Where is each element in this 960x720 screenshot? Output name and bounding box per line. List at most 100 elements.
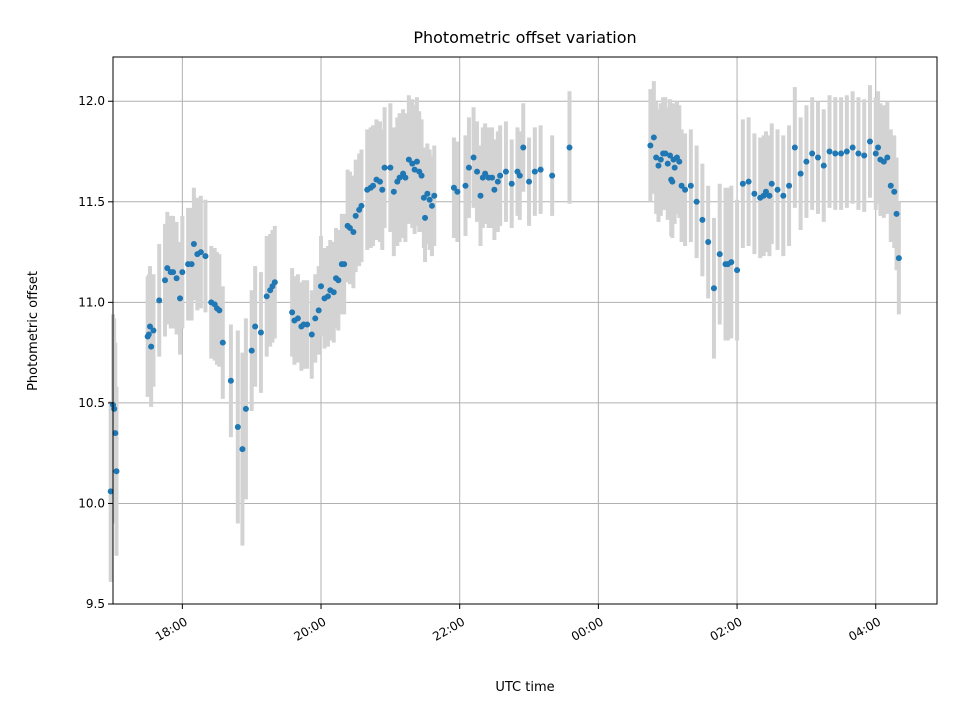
data-point <box>252 323 259 330</box>
data-point <box>716 251 723 258</box>
x-axis-label: UTC time <box>495 680 554 695</box>
data-point <box>884 154 891 161</box>
x-tick-label: 18:00 <box>153 614 190 643</box>
data-point <box>312 315 319 322</box>
data-point <box>248 347 255 354</box>
data-point <box>409 160 416 167</box>
data-point <box>687 182 694 189</box>
data-point <box>156 297 163 304</box>
data-point <box>370 182 377 189</box>
data-point <box>751 190 758 197</box>
data-point <box>188 261 195 268</box>
data-point <box>489 174 496 181</box>
data-point <box>791 144 798 151</box>
data-point <box>350 228 357 235</box>
data-point <box>843 148 850 155</box>
data-point <box>263 293 270 300</box>
data-point <box>676 158 683 165</box>
data-point <box>170 269 177 276</box>
data-point <box>341 261 348 268</box>
data-point <box>657 156 664 163</box>
data-point <box>786 182 793 189</box>
x-tick-label: 00:00 <box>569 614 606 643</box>
data-point <box>549 172 556 179</box>
error-bars <box>108 81 901 582</box>
data-point <box>566 144 573 151</box>
data-point <box>387 164 394 171</box>
y-tick-label: 10.0 <box>78 496 105 510</box>
data-point <box>454 188 461 195</box>
data-point <box>734 267 741 274</box>
plot-frame <box>112 56 938 605</box>
data-point <box>257 329 264 336</box>
data-point <box>803 158 810 165</box>
data-point <box>875 144 882 151</box>
data-point <box>502 168 509 175</box>
data-point <box>678 182 685 189</box>
chart-title: Photometric offset variation <box>413 28 636 47</box>
data-point <box>450 184 457 191</box>
data-point <box>832 150 839 157</box>
data-point <box>308 331 315 338</box>
data-point <box>891 188 898 195</box>
data-point <box>289 309 296 316</box>
data-point <box>895 255 902 262</box>
data-point <box>179 269 186 276</box>
data-point <box>346 224 353 231</box>
data-point <box>318 283 325 290</box>
data-point <box>418 172 425 179</box>
data-point <box>693 198 700 205</box>
data-point <box>768 180 775 187</box>
data-point <box>774 186 781 193</box>
data-point <box>390 188 397 195</box>
data-point <box>381 164 388 171</box>
data-point <box>520 144 527 151</box>
data-point <box>880 158 887 165</box>
data-point <box>227 377 234 384</box>
data-point <box>809 150 816 157</box>
data-point <box>148 343 155 350</box>
data-point <box>667 152 674 159</box>
data-point <box>107 488 114 495</box>
x-tick-label: 04:00 <box>846 614 883 643</box>
data-point <box>866 138 873 145</box>
data-point <box>647 142 654 149</box>
data-point <box>431 192 438 199</box>
y-tick-label: 12.0 <box>78 94 105 108</box>
data-point <box>650 134 657 141</box>
data-point <box>526 178 533 185</box>
data-point <box>379 186 386 193</box>
data-point <box>470 154 477 161</box>
data-point <box>111 405 118 412</box>
data-point <box>413 158 420 165</box>
x-tick-label: 02:00 <box>708 614 745 643</box>
x-tick-label: 20:00 <box>292 614 329 643</box>
data-point <box>664 160 671 167</box>
data-point <box>420 194 427 201</box>
data-point <box>671 164 678 171</box>
data-point <box>304 321 311 328</box>
data-point <box>861 152 868 159</box>
data-point <box>699 216 706 223</box>
data-point <box>335 277 342 284</box>
data-point <box>766 192 773 199</box>
data-point <box>330 289 337 296</box>
y-tick-label: 11.0 <box>78 295 105 309</box>
data-point <box>177 295 184 302</box>
data-point <box>271 279 278 286</box>
data-point <box>745 178 752 185</box>
data-point <box>855 150 862 157</box>
data-point <box>376 178 383 185</box>
data-point <box>705 239 712 246</box>
data-point <box>164 265 171 272</box>
data-point <box>820 162 827 169</box>
data-point <box>242 405 249 412</box>
data-point <box>474 168 481 175</box>
data-point <box>710 285 717 292</box>
data-point <box>219 339 226 346</box>
data-point <box>893 210 900 217</box>
data-point <box>838 150 845 157</box>
data-point <box>197 249 204 256</box>
